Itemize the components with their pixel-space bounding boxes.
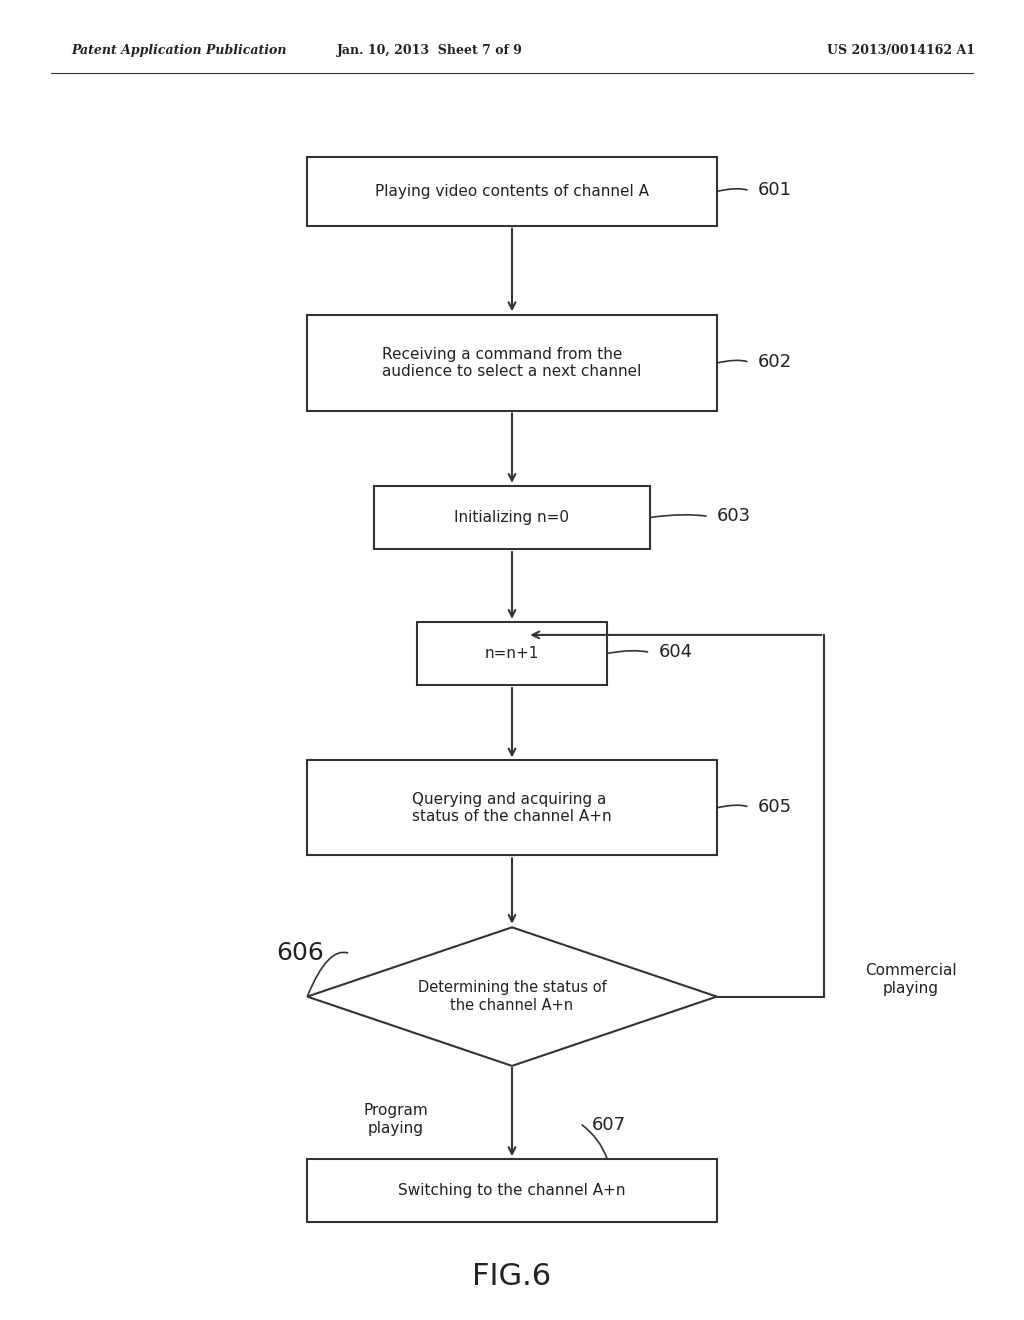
Text: 605: 605 [758,797,792,816]
Text: 606: 606 [276,941,325,965]
Polygon shape [307,927,717,1067]
Text: Receiving a command from the
audience to select a next channel: Receiving a command from the audience to… [382,347,642,379]
Text: 601: 601 [758,181,792,199]
Text: Patent Application Publication: Patent Application Publication [72,44,287,57]
FancyBboxPatch shape [374,486,650,549]
Text: Determining the status of
the channel A+n: Determining the status of the channel A+… [418,981,606,1012]
FancyBboxPatch shape [307,315,717,411]
Text: Commercial
playing: Commercial playing [865,964,956,995]
Text: 603: 603 [717,507,751,525]
Text: Initializing n=0: Initializing n=0 [455,510,569,525]
Text: Playing video contents of channel A: Playing video contents of channel A [375,183,649,199]
Text: 604: 604 [658,643,692,661]
Text: Querying and acquiring a
status of the channel A+n: Querying and acquiring a status of the c… [413,792,611,824]
Text: 602: 602 [758,352,792,371]
Text: Switching to the channel A+n: Switching to the channel A+n [398,1183,626,1199]
FancyBboxPatch shape [307,760,717,855]
Text: n=n+1: n=n+1 [484,645,540,661]
FancyBboxPatch shape [307,1159,717,1222]
Text: Program
playing: Program playing [364,1104,428,1135]
Text: FIG.6: FIG.6 [472,1262,552,1291]
FancyBboxPatch shape [307,157,717,226]
Text: 607: 607 [592,1115,626,1134]
Text: US 2013/0014162 A1: US 2013/0014162 A1 [827,44,975,57]
FancyBboxPatch shape [418,622,606,685]
Text: Jan. 10, 2013  Sheet 7 of 9: Jan. 10, 2013 Sheet 7 of 9 [337,44,523,57]
